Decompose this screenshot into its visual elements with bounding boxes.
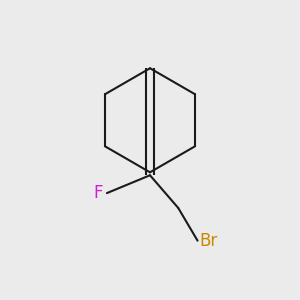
Text: Br: Br (199, 232, 217, 250)
Text: F: F (93, 184, 102, 202)
